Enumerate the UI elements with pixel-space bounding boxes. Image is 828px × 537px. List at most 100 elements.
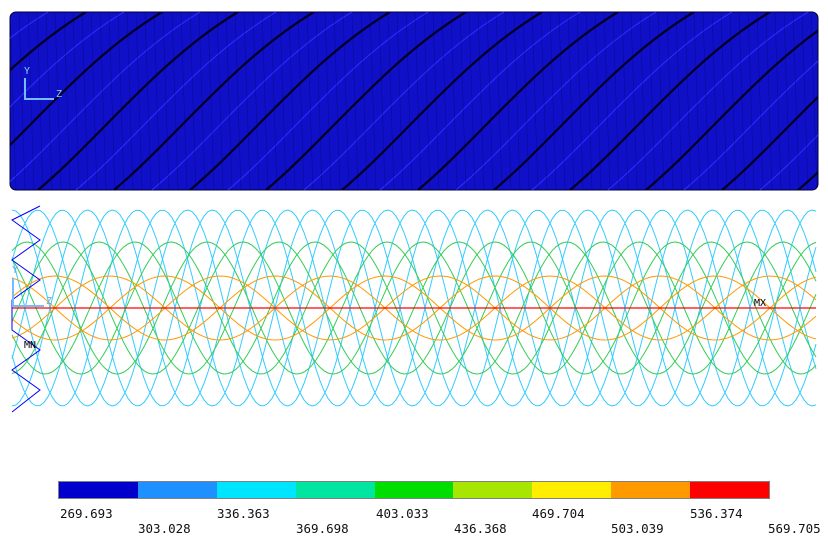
- wire-triad-axis-icon-h: [12, 305, 44, 307]
- rope-strand-edge: [607, 12, 809, 190]
- rope-strand-edge: [265, 12, 467, 190]
- legend-color-segment: [59, 482, 138, 498]
- rope-mesh-line: [72, 12, 80, 190]
- rope-strand-edge: [645, 12, 818, 190]
- rope-mesh-line: [234, 12, 242, 190]
- contour-legend-bar: [58, 481, 770, 499]
- rope-strand-edge: [113, 12, 315, 190]
- rope-mesh-line: [18, 12, 26, 190]
- wireframe-result-plot: [11, 205, 817, 413]
- legend-tick: 436.368: [454, 521, 507, 536]
- rope-mesh-line: [702, 12, 710, 190]
- rope-mesh-line: [675, 12, 683, 190]
- rope-mesh-line: [297, 12, 305, 190]
- rope-strand-edge: [341, 12, 543, 190]
- rope-mesh-line: [252, 12, 260, 190]
- rope-strand-edge: [303, 12, 505, 190]
- rope-mesh-line: [135, 12, 143, 190]
- rope-mesh-line: [207, 12, 215, 190]
- legend-color-segment: [690, 482, 770, 498]
- helical-wire-curve: [11, 275, 817, 341]
- solid-triad-axis-icon: [24, 78, 26, 100]
- rope-mesh-line: [378, 12, 386, 190]
- rope-mesh-line: [243, 12, 251, 190]
- helical-wire-curve: [11, 209, 817, 407]
- rope-mesh-line: [324, 12, 332, 190]
- rope-mesh-line: [162, 12, 170, 190]
- rope-mesh-line: [468, 12, 476, 190]
- helical-wire-curve: [11, 241, 817, 375]
- rope-mesh-line: [279, 12, 287, 190]
- rope-mesh-line: [369, 12, 377, 190]
- rope-mesh-line: [576, 12, 584, 190]
- rope-strand-edge: [10, 12, 201, 190]
- rope-mesh-line: [81, 12, 89, 190]
- wire-triad-y-label: Y: [12, 265, 19, 276]
- legend-tick: 403.033: [376, 506, 429, 521]
- rope-mesh-line: [198, 12, 206, 190]
- legend-tick: 369.698: [296, 521, 349, 536]
- rope-mesh-line: [441, 12, 449, 190]
- rope-strand-edge: [379, 12, 581, 190]
- rope-mesh-line: [504, 12, 512, 190]
- rope-mesh-line: [603, 12, 611, 190]
- rope-mesh-line: [396, 12, 404, 190]
- rope-strand-edge: [227, 12, 429, 190]
- rope-strand-edge: [10, 12, 11, 190]
- rope-mesh-line: [747, 12, 755, 190]
- solid-triad-axis-icon-h: [24, 98, 54, 100]
- rope-mesh-line: [558, 12, 566, 190]
- legend-color-segment: [374, 482, 454, 498]
- rope-mesh-line: [756, 12, 764, 190]
- rope-mesh-line: [567, 12, 575, 190]
- legend-tick: 336.363: [217, 506, 270, 521]
- rope-strand-edge: [531, 12, 733, 190]
- rope-mesh-line: [513, 12, 521, 190]
- rope-mesh-line: [774, 12, 782, 190]
- rope-mesh-line: [477, 12, 485, 190]
- rope-mesh-line: [522, 12, 530, 190]
- rope-mesh-line: [108, 12, 116, 190]
- rope-strand-edge: [189, 12, 391, 190]
- rope-mesh-line: [621, 12, 629, 190]
- rope-strand-edge: [10, 12, 87, 190]
- rope-mesh-line: [432, 12, 440, 190]
- legend-tick: 469.704: [532, 506, 585, 521]
- rope-mesh-line: [540, 12, 548, 190]
- rope-mesh-line: [549, 12, 557, 190]
- rope-strand-edge: [75, 12, 277, 190]
- min-marker-label: MN: [24, 340, 37, 351]
- rope-strand-edge: [683, 12, 818, 190]
- rope-mesh-line: [351, 12, 359, 190]
- rope-mesh-line: [171, 12, 179, 190]
- rope-mesh-line: [423, 12, 431, 190]
- rope-mesh-line: [315, 12, 323, 190]
- rope-mesh-line: [783, 12, 791, 190]
- rope-mesh-line: [216, 12, 224, 190]
- legend-tick: 503.039: [611, 521, 664, 536]
- rope-strand-edge: [37, 12, 239, 190]
- rope-mesh-line: [180, 12, 188, 190]
- rope-mesh-line: [630, 12, 638, 190]
- max-marker-label: MX: [754, 298, 767, 309]
- rope-mesh-line: [486, 12, 494, 190]
- rope-mesh-line: [792, 12, 800, 190]
- helical-wire-curve: [11, 275, 817, 341]
- rope-mesh-line: [657, 12, 665, 190]
- legend-tick: 269.693: [60, 506, 113, 521]
- legend-color-segment: [611, 482, 691, 498]
- rope-mesh-line: [531, 12, 539, 190]
- helical-wire-curve: [11, 241, 817, 375]
- rope-mesh-line: [450, 12, 458, 190]
- rope-mesh-line: [288, 12, 296, 190]
- rope-mesh-line: [153, 12, 161, 190]
- rope-mesh-line: [54, 12, 62, 190]
- rope-end-boundary: [11, 205, 41, 413]
- rope-mesh-line: [648, 12, 656, 190]
- rope-mesh-line: [270, 12, 278, 190]
- rope-mesh-line: [225, 12, 233, 190]
- wire-triad-z-label: Z: [46, 296, 53, 307]
- legend-tick: 569.705: [768, 521, 821, 536]
- legend-tick: 536.374: [690, 506, 743, 521]
- rope-mesh-line: [459, 12, 467, 190]
